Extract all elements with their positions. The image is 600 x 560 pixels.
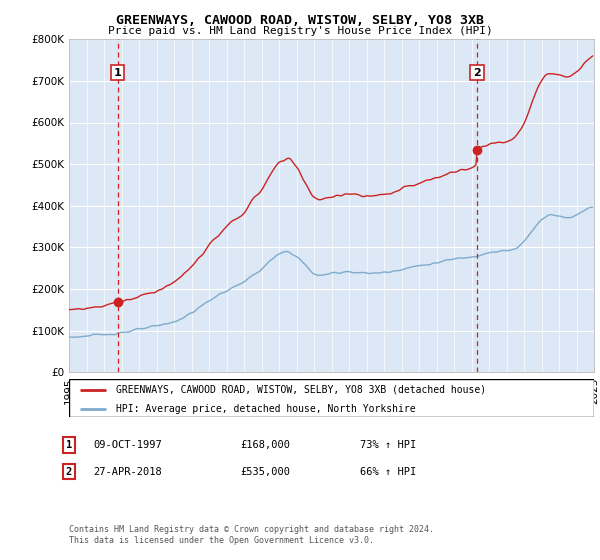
Text: 66% ↑ HPI: 66% ↑ HPI [360, 466, 416, 477]
Text: 1: 1 [114, 68, 122, 77]
Text: £535,000: £535,000 [240, 466, 290, 477]
Text: GREENWAYS, CAWOOD ROAD, WISTOW, SELBY, YO8 3XB: GREENWAYS, CAWOOD ROAD, WISTOW, SELBY, Y… [116, 14, 484, 27]
Text: HPI: Average price, detached house, North Yorkshire: HPI: Average price, detached house, Nort… [116, 404, 416, 414]
Text: £168,000: £168,000 [240, 440, 290, 450]
Text: 2: 2 [66, 466, 72, 477]
Text: 1: 1 [66, 440, 72, 450]
Text: Price paid vs. HM Land Registry's House Price Index (HPI): Price paid vs. HM Land Registry's House … [107, 26, 493, 36]
Text: GREENWAYS, CAWOOD ROAD, WISTOW, SELBY, YO8 3XB (detached house): GREENWAYS, CAWOOD ROAD, WISTOW, SELBY, Y… [116, 385, 487, 395]
Text: Contains HM Land Registry data © Crown copyright and database right 2024.
This d: Contains HM Land Registry data © Crown c… [69, 525, 434, 545]
Text: 2: 2 [473, 68, 481, 77]
Text: 09-OCT-1997: 09-OCT-1997 [93, 440, 162, 450]
Text: 73% ↑ HPI: 73% ↑ HPI [360, 440, 416, 450]
Text: 27-APR-2018: 27-APR-2018 [93, 466, 162, 477]
